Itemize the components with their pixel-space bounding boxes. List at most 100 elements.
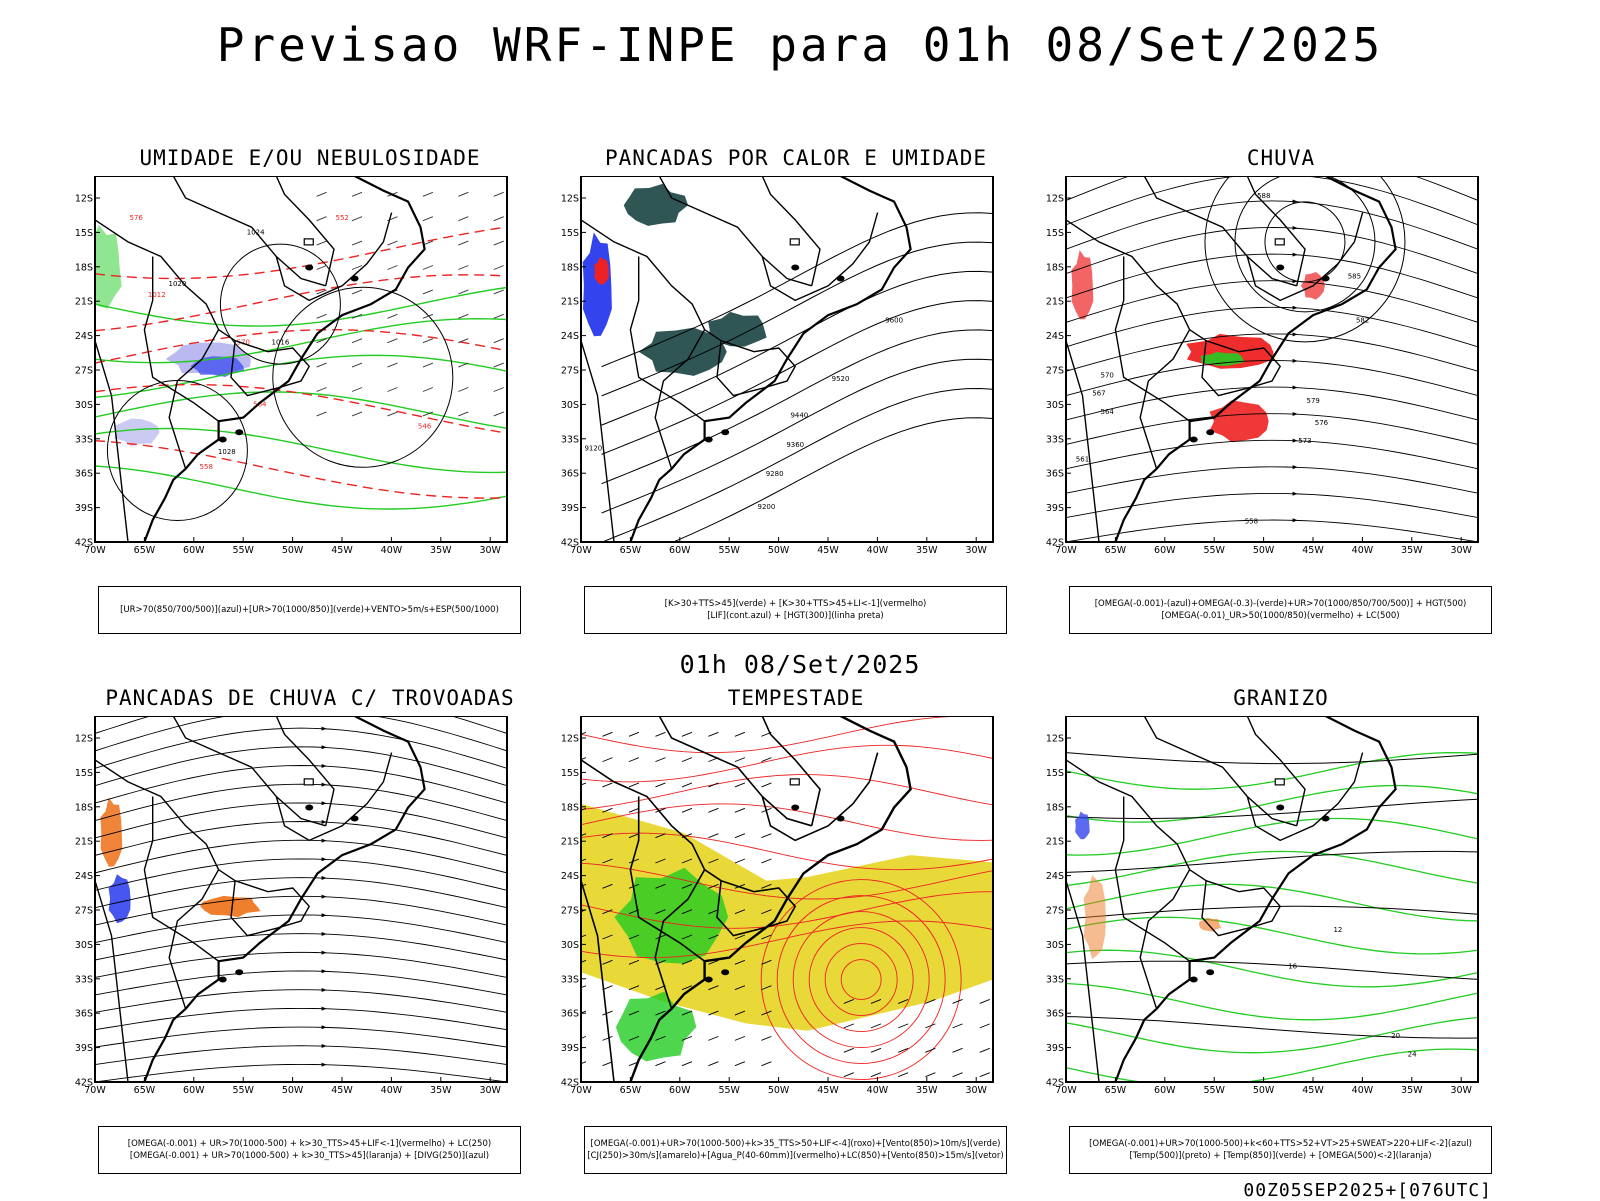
wind-vector [655, 782, 666, 788]
contour-label: 24 [1408, 1050, 1417, 1058]
country-border [143, 796, 220, 962]
lake-marker [305, 264, 314, 271]
wind-vector [843, 999, 854, 1004]
lon-tick-label: 50W [768, 1085, 790, 1096]
temp850-contour [1066, 883, 1478, 922]
page-title: Previsao WRF-INPE para 01h 08/Set/2025 [216, 18, 1384, 72]
height-contour [601, 358, 993, 514]
wind-vector [581, 959, 587, 963]
wind-vector [458, 240, 469, 246]
wind-vector [422, 338, 434, 344]
streamline-850 [581, 891, 993, 929]
wind-vector [581, 1010, 587, 1014]
streamline [1066, 439, 1478, 470]
wind-vector [761, 934, 772, 940]
wind-vector [979, 999, 990, 1004]
wind-vector [843, 1023, 854, 1029]
wind-vector [387, 411, 398, 417]
coastline [629, 176, 912, 542]
wind-vector [761, 757, 772, 763]
lon-tick-label: 70W [84, 545, 106, 556]
legend-line: [Temp(500)](preto) + [Temp(850)](verde) … [1129, 1151, 1432, 1161]
lat-tick-label: 24S [1046, 871, 1064, 882]
jet-streamline [95, 821, 507, 856]
streamline-850 [581, 920, 993, 959]
wind-vector [316, 411, 327, 417]
wind-vector [979, 1047, 990, 1053]
wind-vector [387, 387, 398, 392]
wind-vector [581, 833, 587, 837]
wind-vector [602, 1061, 613, 1067]
streamline-arrow [1292, 465, 1298, 470]
map-geography [581, 716, 912, 1082]
lon-tick-label: 40W [867, 545, 889, 556]
streamline-arrow [1292, 332, 1298, 337]
streamline-850 [840, 959, 882, 1000]
lat-tick-label: 12S [1046, 194, 1064, 205]
lat-tick-label: 30S [75, 400, 93, 411]
lat-tick-label: 27S [1046, 906, 1064, 917]
instability-core [594, 256, 609, 285]
wind-vector [708, 934, 719, 940]
temp850-contour [1066, 982, 1478, 1021]
wind-vector [655, 757, 666, 763]
coastline [143, 716, 426, 1082]
wind-vector [925, 1047, 936, 1053]
contour-label: 585 [1348, 272, 1361, 280]
wind-vector [734, 731, 746, 737]
humidity-area-dense [190, 356, 245, 377]
contour-label: 576 [130, 214, 144, 222]
wind-vector [734, 985, 746, 991]
lat-tick-label: 33S [75, 974, 93, 985]
temp850-contour [1066, 751, 1478, 790]
wind-vector [628, 731, 640, 737]
lat-tick-label: 18S [75, 802, 93, 813]
lon-tick-label: 55W [1203, 545, 1225, 556]
lake-marker [1276, 264, 1285, 271]
wind-vector [655, 807, 666, 813]
country-border [1201, 340, 1282, 397]
legend-line: [UR>70(850/700/500)](azul)+[UR>70(1000/8… [120, 605, 499, 615]
wind-vector [979, 1072, 990, 1078]
lat-tick-label: 12S [75, 194, 93, 205]
streamline-arrow [1292, 412, 1298, 417]
wind-vector [708, 1061, 719, 1067]
jet-streamline [95, 877, 507, 909]
wind-vector [387, 338, 398, 344]
contour-label: 1020 [168, 280, 186, 288]
wind-vector [493, 289, 504, 295]
panel-legend: [OMEGA(-0.001)+UR>70(1000-500)+k<60+TTS>… [1069, 1126, 1492, 1174]
wind-vector [681, 909, 693, 915]
convection-area [708, 311, 767, 347]
streamline-arrow [321, 969, 327, 974]
wind-vector [351, 313, 363, 319]
lat-tick-label: 15S [75, 228, 93, 239]
wind-vector [351, 240, 363, 246]
wind-vector [708, 1035, 719, 1041]
streamline-arrow [321, 894, 327, 899]
country-border [629, 256, 706, 422]
streamline-arrow [321, 726, 327, 731]
map-umidade: 1016102010241028101257056455855254657612… [75, 176, 508, 556]
streamline [1066, 492, 1478, 519]
panel-legend: [OMEGA(-0.001)+UR>70(1000-500)+k>35_TTS>… [584, 1126, 1007, 1174]
wind-vector [761, 985, 772, 991]
lat-tick-label: 39S [1046, 503, 1064, 514]
map-chuva: 58858558257957657357056756456155812S15S1… [1046, 176, 1479, 556]
contour-label: 576 [1315, 419, 1329, 427]
wind-vector [602, 807, 613, 813]
map-geography [95, 176, 426, 542]
contour-label: 579 [1307, 397, 1320, 405]
wind-vector [870, 1072, 882, 1078]
contour-label: 558 [1245, 518, 1258, 526]
streamline-850 [824, 943, 898, 1016]
country-border [1066, 340, 1100, 542]
country-border [172, 176, 326, 287]
wind-vector [602, 782, 613, 788]
isobar [272, 286, 454, 468]
contour-label: 1016 [271, 338, 289, 346]
wind-vector [628, 1035, 640, 1041]
wind-vector [870, 999, 882, 1004]
